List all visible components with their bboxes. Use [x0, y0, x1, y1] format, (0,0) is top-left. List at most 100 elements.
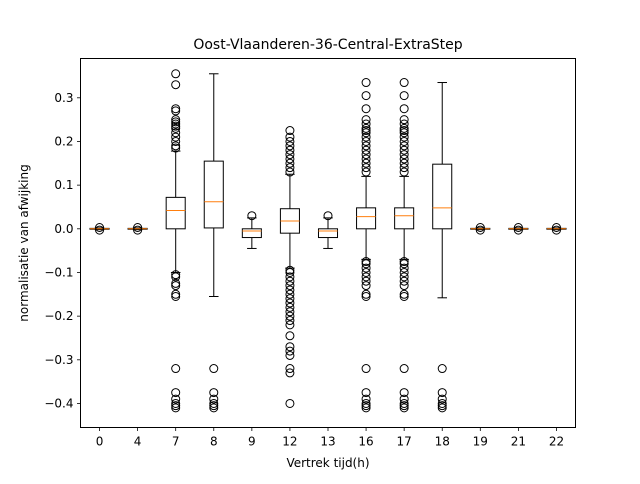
- outlier-point: [399, 259, 409, 269]
- outlier-point: [399, 167, 409, 177]
- outlier-point: [285, 342, 295, 352]
- outlier-point: [285, 289, 295, 299]
- outlier-point: [285, 265, 295, 275]
- outlier-point: [171, 401, 181, 411]
- x-tick-label: 16: [358, 435, 373, 449]
- outlier-point: [171, 388, 181, 398]
- outlier-point: [361, 394, 371, 404]
- outlier-point: [171, 143, 181, 153]
- outlier-point: [285, 398, 295, 408]
- outlier-point: [361, 91, 371, 101]
- outlier-point: [323, 211, 333, 221]
- y-tick-label: −0.3: [44, 353, 73, 367]
- outlier-point: [361, 136, 371, 146]
- x-tick-label: 12: [282, 435, 297, 449]
- outlier-point: [171, 291, 181, 301]
- outlier-point: [209, 388, 219, 398]
- outlier-point: [399, 364, 409, 374]
- outlier-point: [361, 158, 371, 168]
- outlier-point: [399, 145, 409, 155]
- outlier-point: [285, 272, 295, 282]
- x-tick-label: 22: [549, 435, 564, 449]
- outlier-point: [285, 311, 295, 321]
- outlier-point: [399, 132, 409, 142]
- outlier-point: [171, 104, 181, 114]
- outlier-point: [285, 368, 295, 378]
- x-tick-label: 7: [172, 435, 180, 449]
- outlier-point: [285, 141, 295, 151]
- y-tick-label: −0.1: [44, 265, 73, 279]
- outlier-point: [209, 398, 219, 408]
- x-tick-label: 21: [511, 435, 526, 449]
- outlier-point: [361, 123, 371, 133]
- outlier-point: [361, 398, 371, 408]
- outlier-point: [361, 281, 371, 291]
- outlier-point: [399, 281, 409, 291]
- y-axis: −0.4 −0.3 −0.2 −0.1 0.0 0.1 0.2 0.3: [44, 91, 81, 410]
- outlier-point: [285, 346, 295, 356]
- outlier-point: [551, 225, 561, 235]
- outlier-point: [361, 291, 371, 301]
- outlier-point: [285, 350, 295, 360]
- y-axis-label: normalisatie van afwijking: [17, 164, 31, 321]
- outlier-point: [133, 225, 143, 235]
- outlier-point: [285, 267, 295, 277]
- outlier-point: [247, 211, 257, 221]
- outlier-point: [513, 225, 523, 235]
- box-group: [546, 222, 567, 235]
- outlier-point: [399, 257, 409, 267]
- outlier-point: [171, 270, 181, 280]
- outlier-point: [361, 289, 371, 299]
- outlier-point: [361, 267, 371, 277]
- outlier-point: [399, 150, 409, 160]
- outlier-point: [285, 167, 295, 177]
- box-group: [470, 222, 491, 235]
- outlier-point: [285, 276, 295, 286]
- box-group: [356, 78, 377, 413]
- outlier-point: [171, 121, 181, 131]
- outlier-point: [399, 398, 409, 408]
- outlier-point: [361, 132, 371, 142]
- y-tick-label: −0.2: [44, 309, 73, 323]
- y-tick-label: 0.1: [54, 178, 73, 192]
- outlier-point: [399, 403, 409, 413]
- outlier-point: [171, 398, 181, 408]
- outlier-point: [399, 115, 409, 125]
- outlier-point: [437, 403, 447, 413]
- x-tick-label: 4: [134, 435, 142, 449]
- outlier-point: [285, 298, 295, 308]
- outlier-point: [361, 259, 371, 269]
- outlier-point: [171, 281, 181, 291]
- outlier-point: [399, 272, 409, 282]
- x-tick-label: 0: [96, 435, 104, 449]
- outlier-point: [285, 302, 295, 312]
- y-tick-label: 0.2: [54, 134, 73, 148]
- outlier-point: [285, 132, 295, 142]
- outlier-point: [437, 401, 447, 411]
- box-body: [241, 228, 262, 239]
- x-tick-label: 18: [435, 435, 450, 449]
- outlier-point: [171, 123, 181, 133]
- outlier-point: [399, 128, 409, 138]
- outlier-point: [171, 106, 181, 116]
- outlier-point: [171, 119, 181, 129]
- outlier-point: [361, 167, 371, 177]
- outlier-point: [171, 132, 181, 142]
- x-axis: 0 4 7 8 9 12 13 16 17 18 19 21 22: [96, 427, 564, 449]
- box-group: [127, 222, 148, 235]
- outlier-point: [399, 123, 409, 133]
- outlier-point: [285, 145, 295, 155]
- outlier-point: [209, 403, 219, 413]
- outlier-point: [171, 115, 181, 125]
- outlier-point: [399, 163, 409, 173]
- outlier-point: [361, 276, 371, 286]
- box-group: [241, 211, 262, 249]
- outlier-point: [437, 398, 447, 408]
- chart-title: Oost-Vlaanderen-36-Central-ExtraStep: [193, 37, 462, 53]
- outlier-point: [171, 272, 181, 282]
- plot-frame: [80, 58, 576, 428]
- outlier-point: [399, 141, 409, 151]
- outlier-point: [475, 222, 485, 232]
- outlier-point: [437, 388, 447, 398]
- outlier-point: [209, 394, 219, 404]
